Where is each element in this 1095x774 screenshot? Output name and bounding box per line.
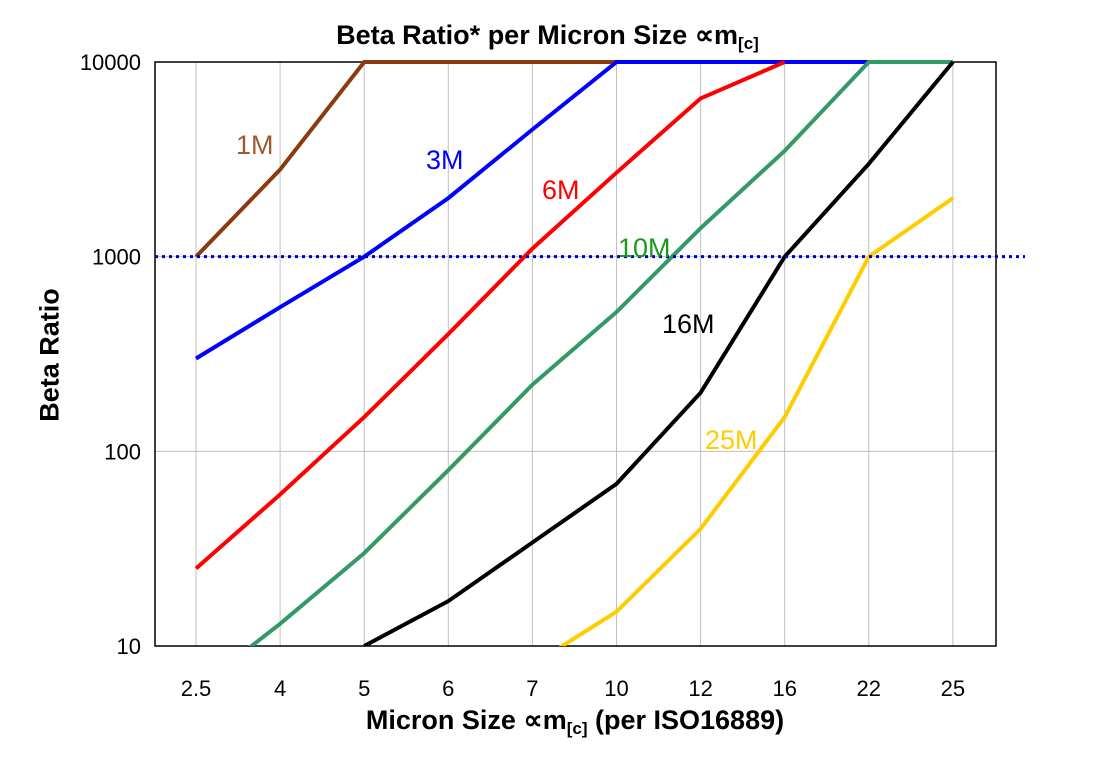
series-label-10m: 10M [618,233,671,263]
x-tick-label: 2.5 [181,676,212,701]
y-tick-label: 1000 [92,245,141,270]
series-label-16m: 16M [662,309,715,339]
x-tick-label: 5 [358,676,370,701]
chart-title: Beta Ratio* per Micron Size ∝m[c] [336,20,759,53]
y-tick-label: 10 [117,634,141,659]
x-axis-label: Micron Size ∝m[c] (per ISO16889) [365,705,785,738]
x-tick-label: 16 [772,676,796,701]
x-tick-label: 4 [274,676,286,701]
series-label-6m: 6M [542,175,580,205]
y-tick-label: 100 [104,439,141,464]
x-tick-label: 7 [526,676,538,701]
x-tick-label: 6 [442,676,454,701]
series-line-25m [558,196,955,646]
x-tick-label: 25 [941,676,965,701]
series-line-1m [194,60,617,259]
y-tick-label: 10000 [80,50,141,75]
x-tick-label: 12 [688,676,712,701]
series-line-10m [248,60,953,646]
x-tick-label: 10 [604,676,628,701]
series-line-3m [194,60,869,361]
series-line-16m [363,60,955,646]
plot-area-border [154,61,997,647]
x-tick-label: 22 [857,676,881,701]
series-line-6m [194,60,786,571]
series-label-3m: 3M [426,145,464,175]
series-label-25m: 25M [705,425,758,455]
y-axis-label: Beta Ratio [34,288,65,422]
series-label-1m: 1M [236,130,274,160]
